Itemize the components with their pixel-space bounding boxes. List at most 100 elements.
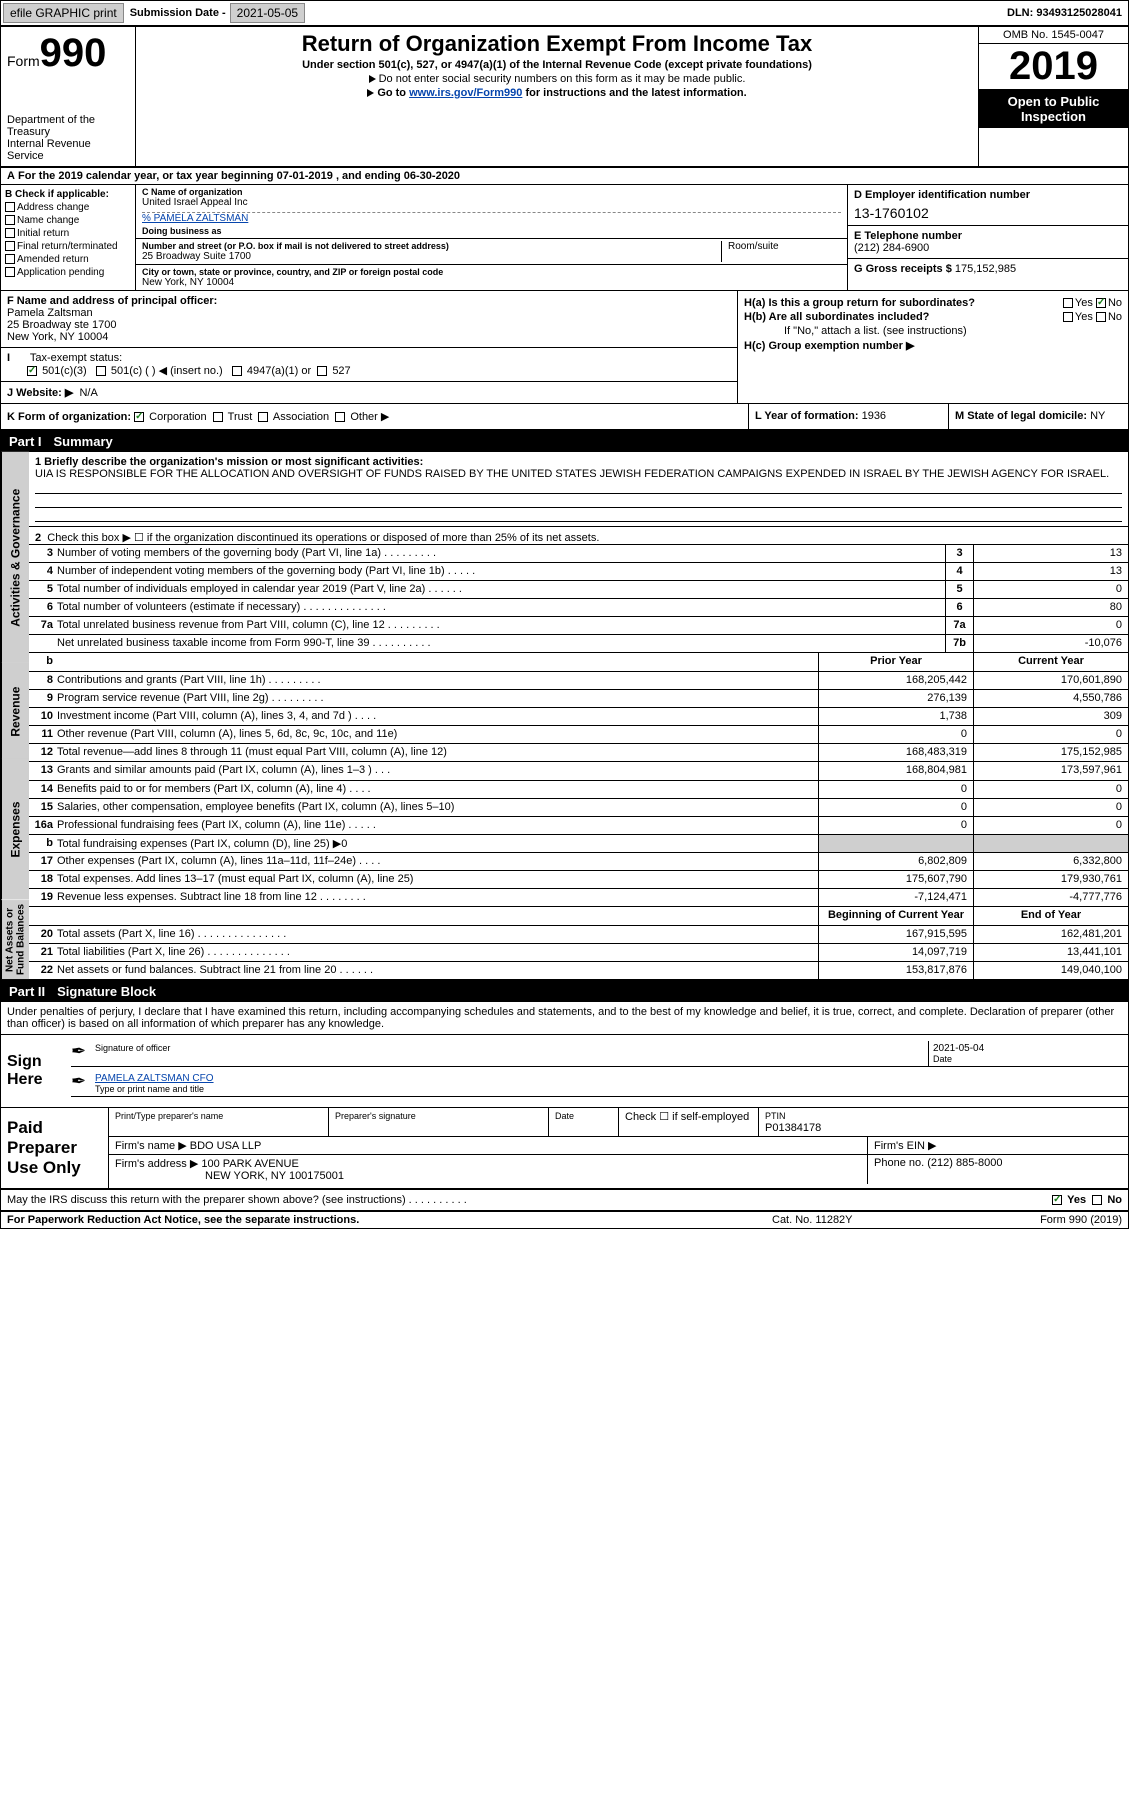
self-employed-check[interactable]: Check ☐ if self-employed: [625, 1111, 749, 1123]
submission-date-value: 2021-05-05: [230, 3, 305, 23]
form-990-page: efile GRAPHIC print Submission Date - 20…: [0, 0, 1129, 1229]
chk-association[interactable]: [258, 412, 268, 422]
chk-corporation[interactable]: [134, 412, 144, 422]
chk-trust[interactable]: [213, 412, 223, 422]
chk-ha-no[interactable]: [1096, 298, 1106, 308]
firm-addr-2: NEW YORK, NY 100175001: [205, 1170, 344, 1182]
line-box: 4: [945, 563, 973, 580]
tel-value: (212) 284-6900: [854, 242, 1122, 254]
officer-label: F Name and address of principal officer:: [7, 295, 217, 307]
line-num: [29, 635, 57, 652]
chk-501c[interactable]: [96, 366, 106, 376]
preparer-date-label: Date: [555, 1111, 574, 1121]
chk-final-return[interactable]: Final return/terminated: [5, 241, 131, 252]
rev-line-11: 11 Other revenue (Part VIII, column (A),…: [29, 725, 1128, 743]
fgh-left: F Name and address of principal officer:…: [1, 291, 738, 403]
chk-hb-yes[interactable]: [1063, 312, 1073, 322]
officer-name-row: ✒ PAMELA ZALTSMAN CFOType or print name …: [71, 1071, 1128, 1097]
pen-icon: ✒: [71, 1071, 91, 1096]
chk-ha-yes[interactable]: [1063, 298, 1073, 308]
principal-officer: F Name and address of principal officer:…: [1, 291, 737, 348]
firm-phone-label: Phone no.: [874, 1157, 924, 1169]
city-value: New York, NY 10004: [142, 277, 841, 288]
current-value: 162,481,201: [973, 926, 1128, 943]
gov-line-6: 6 Total number of volunteers (estimate i…: [29, 598, 1128, 616]
line-num: 5: [29, 581, 57, 598]
dba-label: Doing business as: [142, 226, 841, 236]
gross-label: G Gross receipts $: [854, 263, 952, 275]
current-value: 13,441,101: [973, 944, 1128, 961]
current-value: 0: [973, 781, 1128, 798]
col-b-checks: B Check if applicable: Address change Na…: [1, 185, 136, 290]
website-label: J Website: ▶: [7, 387, 73, 399]
irs-link[interactable]: www.irs.gov/Form990: [409, 87, 522, 99]
hb-line: H(b) Are all subordinates included?Yes N…: [744, 311, 1122, 323]
form-prefix: Form: [7, 53, 40, 69]
label-a: A: [7, 170, 15, 182]
gov-line-4: 4 Number of independent voting members o…: [29, 562, 1128, 580]
form-number: 990: [40, 31, 107, 75]
chk-501c3[interactable]: [27, 366, 37, 376]
ptin-value: P01384178: [765, 1122, 821, 1134]
line-text: Grants and similar amounts paid (Part IX…: [57, 762, 818, 780]
chk-discuss-no[interactable]: [1092, 1195, 1102, 1205]
officer-addr2: New York, NY 10004: [7, 331, 108, 343]
chk-application-pending[interactable]: Application pending: [5, 267, 131, 278]
chk-other[interactable]: [335, 412, 345, 422]
status-label: Tax-exempt status:: [30, 352, 122, 364]
header: Form990 Department of the Treasury Inter…: [1, 27, 1128, 168]
chk-hb-no[interactable]: [1096, 312, 1106, 322]
goto-link-row: Go to www.irs.gov/Form990 for instructio…: [142, 87, 972, 99]
current-value: 0: [973, 726, 1128, 743]
current-value: [973, 835, 1128, 852]
ein-cell: D Employer identification number 13-1760…: [848, 185, 1128, 226]
col-headers-net: Beginning of Current Year End of Year: [29, 907, 1128, 925]
vtab-activities: Activities & Governance: [1, 452, 29, 663]
city-cell: City or town, state or province, country…: [136, 265, 847, 290]
arrow-icon: [369, 75, 376, 83]
line-num: b: [29, 835, 57, 852]
current-value: 179,930,761: [973, 871, 1128, 888]
chk-discuss-yes[interactable]: [1052, 1195, 1062, 1205]
line-num: 13: [29, 762, 57, 780]
line-num: 19: [29, 889, 57, 906]
chk-initial-return[interactable]: Initial return: [5, 228, 131, 239]
addr-label: Number and street (or P.O. box if mail i…: [142, 241, 721, 251]
catalog-number: Cat. No. 11282Y: [772, 1214, 972, 1226]
chk-address-change[interactable]: Address change: [5, 202, 131, 213]
chk-amended-return[interactable]: Amended return: [5, 254, 131, 265]
ptin-label: PTIN: [765, 1111, 786, 1121]
line-value: -10,076: [973, 635, 1128, 652]
chk-4947[interactable]: [232, 366, 242, 376]
part-ii-label: Part II: [9, 984, 45, 999]
chk-527[interactable]: [317, 366, 327, 376]
tax-exempt-status: I Tax-exempt status: 501(c)(3) 501(c) ( …: [1, 348, 737, 382]
mission-block: 1 Briefly describe the organization's mi…: [29, 452, 1128, 527]
paid-preparer-block: Paid Preparer Use Only Print/Type prepar…: [1, 1108, 1128, 1190]
form-of-org-row: K Form of organization: Corporation Trus…: [1, 404, 1128, 431]
exp-line-13: 13 Grants and similar amounts paid (Part…: [29, 762, 1128, 780]
current-value: 149,040,100: [973, 962, 1128, 979]
room-suite-label: Room/suite: [721, 241, 841, 262]
line-text: Salaries, other compensation, employee b…: [57, 799, 818, 816]
line-b-marker: b: [29, 653, 57, 671]
chk-name-change[interactable]: Name change: [5, 215, 131, 226]
k-form-of-org: K Form of organization: Corporation Trus…: [1, 404, 748, 429]
org-name-value: United Israel Appeal Inc: [142, 197, 841, 208]
col-c-org: C Name of organization United Israel App…: [136, 185, 848, 290]
efile-print-button[interactable]: efile GRAPHIC print: [3, 3, 124, 23]
care-of[interactable]: % PAMELA ZALTSMAN: [142, 213, 248, 224]
rev-line-12: 12 Total revenue—add lines 8 through 11 …: [29, 743, 1128, 761]
current-value: 173,597,961: [973, 762, 1128, 780]
officer-name-value[interactable]: PAMELA ZALTSMAN CFO: [95, 1073, 1124, 1084]
line-num: 10: [29, 708, 57, 725]
preparer-row-1: Print/Type preparer's name Preparer's si…: [109, 1108, 1128, 1137]
vtab-expenses: Expenses: [1, 759, 29, 900]
current-value: 170,601,890: [973, 672, 1128, 689]
line-text: Revenue less expenses. Subtract line 18 …: [57, 889, 818, 906]
group-return-block: H(a) Is this a group return for subordin…: [738, 291, 1128, 403]
officer-status-block: F Name and address of principal officer:…: [1, 291, 1128, 404]
rev-line-9: 9 Program service revenue (Part VIII, li…: [29, 689, 1128, 707]
line-text: Total expenses. Add lines 13–17 (must eq…: [57, 871, 818, 888]
hc-line: H(c) Group exemption number ▶: [744, 339, 1122, 352]
